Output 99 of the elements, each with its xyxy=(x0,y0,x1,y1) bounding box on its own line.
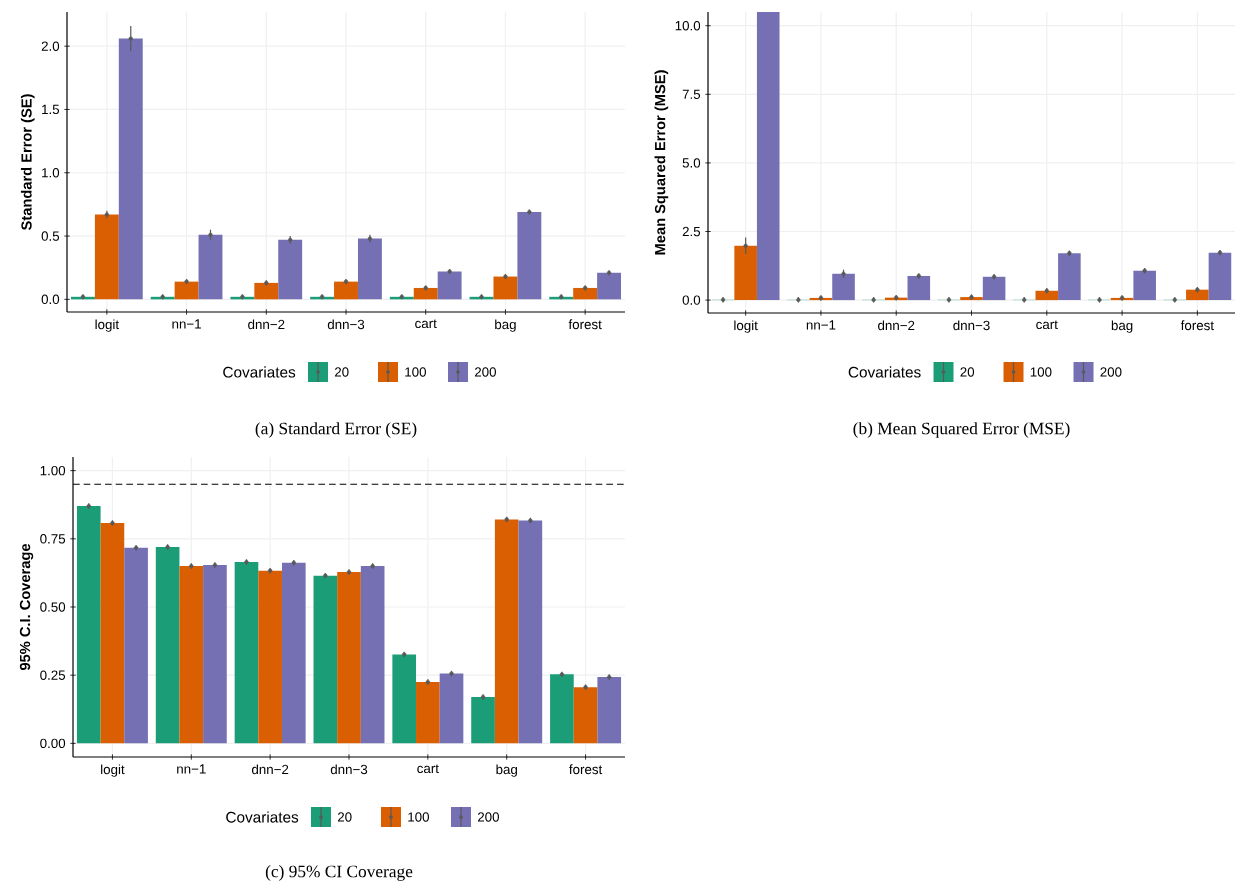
x-tick-label: forest xyxy=(1180,320,1214,330)
bar xyxy=(573,287,598,300)
x-tick-label: forest xyxy=(569,764,603,774)
bar xyxy=(234,561,259,744)
y-tick-label: 0.00 xyxy=(40,738,66,748)
bar xyxy=(258,570,282,744)
y-tick-label: 10.0 xyxy=(675,20,701,31)
bar xyxy=(76,505,101,744)
x-tick-label: dnn−2 xyxy=(251,764,289,775)
x-tick-label: logit xyxy=(101,764,125,777)
y-tick-label: 1.0 xyxy=(42,167,60,178)
y-tick-label: 0.0 xyxy=(682,295,701,305)
bar xyxy=(1208,252,1232,300)
legend-label: 200 xyxy=(1100,367,1122,377)
x-tick-label: logit xyxy=(734,320,758,333)
x-tick-label: dnn−3 xyxy=(953,320,990,331)
x-tick-label: bag xyxy=(496,764,517,777)
bar xyxy=(392,654,417,744)
y-tick-label: 0.0 xyxy=(41,294,60,304)
bar xyxy=(597,272,622,300)
bar xyxy=(494,519,519,744)
x-tick-label: bag xyxy=(495,319,516,332)
bar xyxy=(734,245,757,300)
y-tick-label: 2.5 xyxy=(682,226,701,237)
legend-label: 100 xyxy=(405,367,426,377)
bar xyxy=(198,234,223,300)
bar xyxy=(517,211,542,300)
bar xyxy=(439,673,464,744)
bar xyxy=(1133,270,1156,300)
bar xyxy=(118,38,143,300)
bar xyxy=(756,11,780,300)
x-tick-label: nn−1 xyxy=(172,319,201,329)
x-tick-label: logit xyxy=(95,319,119,332)
bar xyxy=(907,275,931,300)
bar xyxy=(124,547,148,744)
text: (a) Standard Error (SE) xyxy=(255,421,417,438)
y-axis-title: 95% C.I. Coverage xyxy=(19,543,34,670)
bar xyxy=(1186,289,1209,300)
bar xyxy=(416,681,440,744)
bar xyxy=(337,571,361,744)
bar xyxy=(471,696,495,744)
y-tick-label: 1.5 xyxy=(42,104,60,114)
bar xyxy=(1058,253,1081,300)
bar xyxy=(203,564,227,744)
bar xyxy=(313,575,338,744)
y-tick-label: 0.50 xyxy=(40,602,66,612)
x-tick-label: cart xyxy=(1036,320,1058,329)
bar xyxy=(413,287,438,300)
x-tick-label: nn−1 xyxy=(177,764,206,774)
x-tick-label: nn−1 xyxy=(806,320,836,330)
x-tick-label: cart xyxy=(415,319,437,328)
bar xyxy=(179,565,204,744)
x-tick-label: dnn−3 xyxy=(327,319,365,330)
legend-title: Covariates xyxy=(226,811,299,823)
bar xyxy=(94,214,119,300)
y-tick-label: 5.0 xyxy=(682,158,701,168)
bar xyxy=(100,522,125,744)
bar xyxy=(254,282,279,300)
y-tick-label: 0.5 xyxy=(41,231,60,241)
y-axis-title: Standard Error (SE) xyxy=(20,94,35,230)
bar xyxy=(360,565,385,744)
y-axis-title: Mean Squared Error (MSE) xyxy=(654,70,669,255)
text: (b) Mean Squared Error (MSE) xyxy=(853,421,1070,438)
legend-label: 20 xyxy=(960,367,975,377)
x-tick-label: dnn−3 xyxy=(330,764,368,775)
bar xyxy=(1035,290,1059,300)
legend-label: 20 xyxy=(334,367,349,377)
legend-label: 20 xyxy=(337,812,352,822)
y-tick-label: 2.0 xyxy=(41,41,60,51)
bar xyxy=(493,276,518,300)
legend-label: 200 xyxy=(474,367,496,377)
bar xyxy=(174,281,199,300)
bar xyxy=(278,239,303,300)
y-tick-label: 0.75 xyxy=(40,533,66,544)
legend-label: 100 xyxy=(408,812,429,822)
legend-title: Covariates xyxy=(848,366,921,378)
x-tick-label: dnn−2 xyxy=(878,320,915,331)
x-tick-label: dnn−2 xyxy=(248,319,285,330)
bar xyxy=(597,676,622,744)
bar xyxy=(832,273,855,300)
bar xyxy=(334,281,358,300)
legend-label: 200 xyxy=(477,812,499,822)
y-tick-label: 7.5 xyxy=(682,89,701,99)
x-tick-label: forest xyxy=(568,319,602,329)
bar xyxy=(518,520,543,744)
legend-title: Covariates xyxy=(223,366,296,378)
x-tick-label: cart xyxy=(417,764,439,773)
bar xyxy=(357,238,382,300)
bar xyxy=(155,546,180,744)
bar xyxy=(982,276,1006,300)
bar xyxy=(437,271,462,300)
bar xyxy=(573,687,598,744)
bar xyxy=(281,562,306,744)
legend-label: 100 xyxy=(1030,367,1052,377)
y-tick-label: 0.25 xyxy=(40,670,66,680)
bar xyxy=(550,674,574,744)
y-tick-label: 1.00 xyxy=(40,465,66,476)
text: (c) 95% CI Coverage xyxy=(265,864,413,881)
x-tick-label: bag xyxy=(1111,320,1133,333)
